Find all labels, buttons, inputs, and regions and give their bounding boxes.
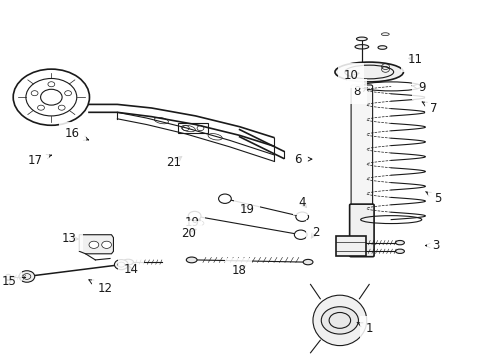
- Circle shape: [19, 271, 35, 282]
- Ellipse shape: [395, 240, 404, 245]
- Text: 5: 5: [425, 192, 441, 205]
- Circle shape: [114, 260, 128, 270]
- Text: 7: 7: [421, 102, 437, 115]
- Text: 11: 11: [407, 53, 421, 66]
- Text: 2: 2: [311, 226, 319, 239]
- Ellipse shape: [377, 46, 386, 49]
- Text: 4: 4: [298, 196, 306, 209]
- Text: 6: 6: [294, 153, 311, 166]
- Ellipse shape: [197, 221, 203, 225]
- Ellipse shape: [186, 257, 197, 263]
- Ellipse shape: [122, 259, 133, 265]
- Ellipse shape: [312, 295, 366, 346]
- Ellipse shape: [5, 274, 11, 280]
- Text: 17: 17: [28, 154, 51, 167]
- Text: 13: 13: [62, 232, 78, 245]
- FancyBboxPatch shape: [350, 85, 372, 210]
- Text: 18: 18: [231, 264, 245, 277]
- Ellipse shape: [395, 249, 404, 253]
- FancyBboxPatch shape: [336, 236, 365, 256]
- Circle shape: [89, 241, 99, 248]
- Text: 20: 20: [181, 227, 196, 240]
- Text: 19: 19: [184, 216, 200, 229]
- Text: 3: 3: [425, 239, 439, 252]
- Ellipse shape: [356, 37, 366, 41]
- Circle shape: [218, 194, 231, 203]
- Text: 14: 14: [123, 263, 138, 276]
- Ellipse shape: [354, 45, 368, 49]
- Text: 21: 21: [166, 156, 182, 169]
- Circle shape: [102, 241, 111, 248]
- Ellipse shape: [381, 33, 388, 36]
- FancyBboxPatch shape: [349, 204, 373, 257]
- Circle shape: [321, 307, 358, 334]
- Circle shape: [295, 212, 308, 221]
- Text: 12: 12: [89, 280, 112, 295]
- Text: 16: 16: [65, 127, 88, 140]
- Text: 10: 10: [343, 69, 358, 82]
- Circle shape: [188, 211, 201, 221]
- Ellipse shape: [334, 62, 403, 82]
- Text: 9: 9: [411, 81, 425, 94]
- Text: 8: 8: [352, 85, 366, 98]
- Polygon shape: [79, 235, 113, 254]
- Text: 1: 1: [356, 322, 372, 335]
- Ellipse shape: [303, 259, 312, 265]
- Text: 15: 15: [1, 275, 16, 288]
- Circle shape: [294, 230, 306, 239]
- Text: 19: 19: [239, 203, 254, 216]
